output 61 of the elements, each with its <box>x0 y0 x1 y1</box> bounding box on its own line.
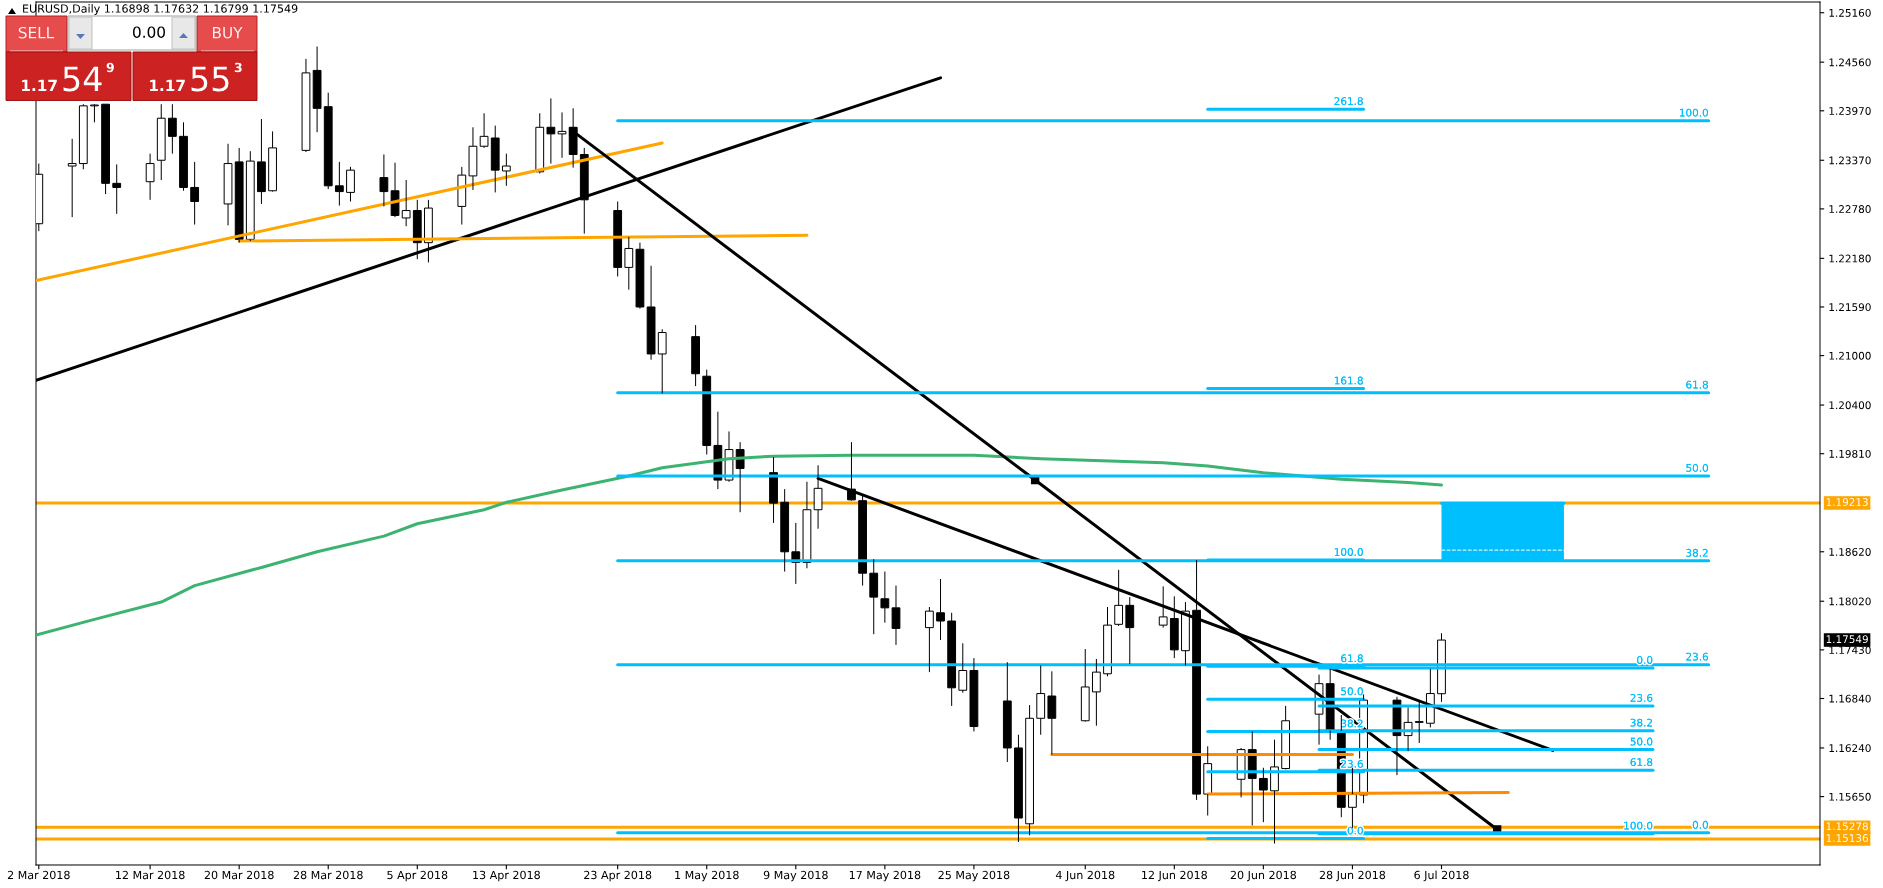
annotation: 1.17 <box>150 79 185 91</box>
annotation: 50.0 <box>1686 463 1708 472</box>
annotation: 1.17 <box>22 79 57 91</box>
annotation: 54 <box>63 66 102 92</box>
x-tick-label: 5 Apr 2018 <box>387 870 448 882</box>
y-tick-label: 1.25160 <box>1829 8 1871 17</box>
x-tick-label: 23 Apr 2018 <box>584 870 652 882</box>
annotation: 0.0 <box>1637 656 1653 664</box>
text: 1.17549 <box>1826 635 1868 644</box>
ref-line-label: 1.19213 <box>1826 498 1868 506</box>
annotation: BUY <box>213 27 243 39</box>
annotation: 55 <box>191 66 229 92</box>
y-tick-label: 1.23970 <box>1829 107 1871 115</box>
annotation: 23.6 <box>1686 652 1709 661</box>
y-tick-label: 1.15650 <box>1829 792 1871 801</box>
x-tick-label: 2 Mar 2018 <box>7 870 70 880</box>
x-tick-label: 13 Apr 2018 <box>473 870 540 882</box>
y-tick-label: 1.17430 <box>1829 646 1871 654</box>
annotation: 100.0 <box>1680 108 1708 117</box>
x-tick-label: 6 Jul 2018 <box>1414 870 1469 882</box>
y-tick-label: 1.20400 <box>1829 401 1871 410</box>
annotation: 261.8 <box>1334 97 1363 106</box>
y-tick-label: 1.16240 <box>1829 744 1871 753</box>
annotation: 9 <box>106 62 114 73</box>
x-tick-label: 20 Mar 2018 <box>204 870 274 880</box>
annotation: 61.8 <box>1341 654 1363 663</box>
x-tick-label: 28 Jun 2018 <box>1319 870 1386 882</box>
y-tick-label: 1.24560 <box>1829 58 1871 67</box>
x-tick-label: 28 Mar 2018 <box>293 870 363 880</box>
y-tick-label: 1.21590 <box>1829 303 1871 312</box>
y-tick-label: 1.22180 <box>1829 254 1871 263</box>
x-tick-label: 1 May 2018 <box>675 870 739 882</box>
x-tick-label: 12 Mar 2018 <box>116 870 185 880</box>
x-tick-label: 17 May 2018 <box>849 870 921 882</box>
x-tick-label: 25 May 2018 <box>938 870 1010 882</box>
annotation: 0.00 <box>132 26 165 38</box>
x-tick-label: 12 Jun 2018 <box>1142 870 1207 882</box>
ref-line-label: 1.15278 <box>1826 822 1868 831</box>
y-tick-label: 1.21000 <box>1829 351 1871 360</box>
y-tick-label: 1.19810 <box>1829 449 1871 458</box>
chart-title: EURUSD,Daily 1.16898 1.17632 1.16799 1.17549 <box>23 4 298 15</box>
annotation: 38.2 <box>1630 718 1652 727</box>
y-tick-label: 1.18020 <box>1829 597 1871 606</box>
annotation: 23.6 <box>1630 693 1653 702</box>
y-tick-label: 1.23370 <box>1829 156 1871 165</box>
annotation: 38.2 <box>1686 548 1708 557</box>
annotation: 3 <box>234 62 242 73</box>
annotation: SELL <box>18 26 55 39</box>
annotation: 100.0 <box>1334 548 1363 556</box>
x-tick-label: 4 Jun 2018 <box>1055 870 1115 882</box>
y-tick-label: 1.18620 <box>1829 548 1871 556</box>
annotation: 161.8 <box>1334 376 1363 385</box>
y-tick-label: 1.16840 <box>1829 694 1871 703</box>
ref-line-label: 1.15136 <box>1826 834 1868 842</box>
x-tick-label: 20 Jun 2018 <box>1230 870 1297 882</box>
annotation: 50.0 <box>1341 687 1363 696</box>
annotation: 61.8 <box>1686 380 1708 389</box>
annotation: 50.0 <box>1630 737 1653 746</box>
annotation: 61.8 <box>1630 758 1653 767</box>
y-tick-label: 1.22780 <box>1829 205 1871 213</box>
x-tick-label: 9 May 2018 <box>763 870 828 882</box>
